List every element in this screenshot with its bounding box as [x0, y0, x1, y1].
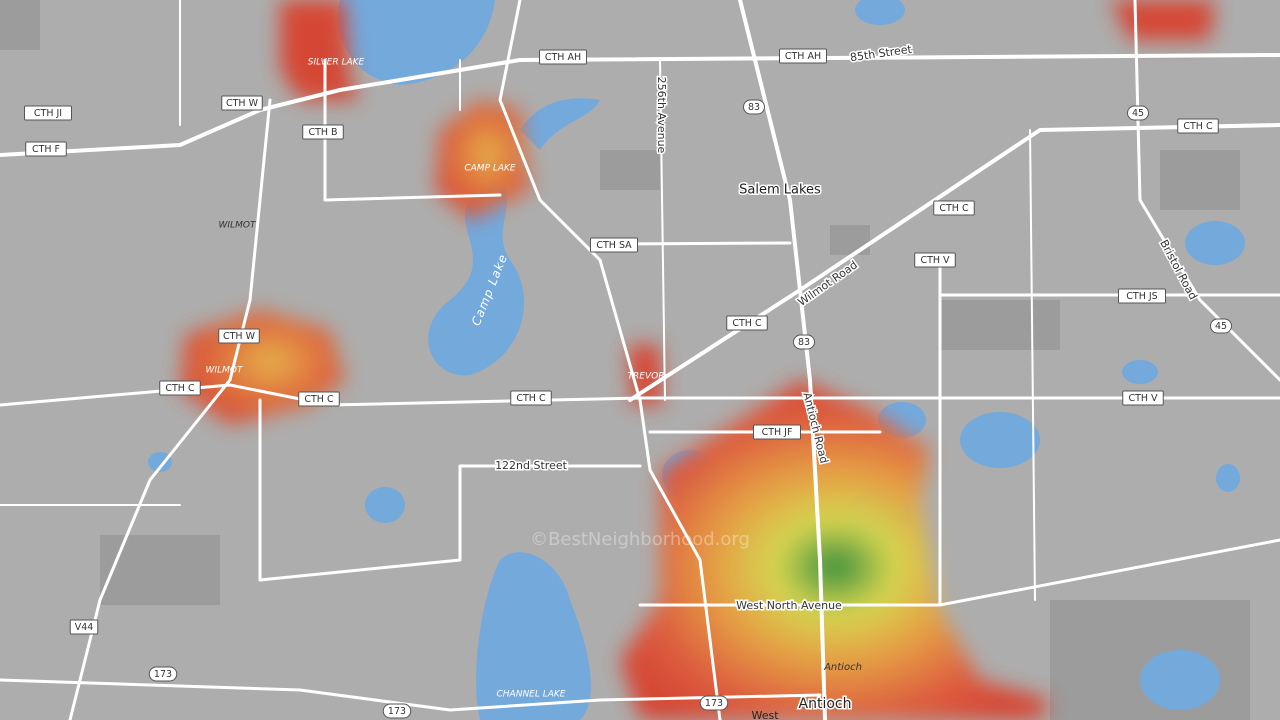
road-shield: [793, 334, 815, 350]
shield-label: CTH C: [165, 383, 195, 394]
road-shield: [726, 315, 768, 331]
road-shield: [159, 380, 201, 396]
road-name: 122nd Street: [495, 459, 568, 472]
shield-label: CTH W: [223, 331, 256, 342]
road-shield: [590, 237, 638, 253]
road-name: 256th Avenue: [655, 77, 668, 154]
road-shield: [539, 49, 587, 65]
road-shield: [221, 95, 263, 111]
road-name: West North Avenue: [736, 599, 842, 612]
road-shield: [753, 424, 801, 440]
place-label: TREVOR: [628, 372, 665, 382]
road-shield: [1127, 105, 1149, 121]
road-shield: [1122, 390, 1164, 406]
road-shield: [933, 200, 975, 216]
road-shield: [743, 99, 765, 115]
shield-label: CTH AH: [785, 51, 821, 62]
road-shield: [302, 124, 344, 140]
shield-label: CTH F: [32, 144, 60, 155]
shield-label: 173: [154, 669, 172, 680]
road-shield: [24, 105, 72, 121]
shield-label: CTH B: [308, 127, 337, 138]
road-name: 85th Street: [849, 43, 913, 65]
shield-label: 83: [798, 337, 810, 348]
shield-label: 173: [388, 706, 406, 717]
place-label: WILMOT: [206, 366, 244, 376]
road-shield: [382, 703, 412, 719]
shield-label: CTH JI: [34, 108, 62, 119]
road-shield: [218, 328, 260, 344]
road-shield: [298, 391, 340, 407]
place-label: SILVER LAKE: [308, 58, 365, 68]
road-shield: [1118, 288, 1166, 304]
shield-label: CTH V: [920, 255, 950, 266]
place-label: WILMOT: [219, 221, 257, 231]
shield-label: CTH C: [1183, 121, 1213, 132]
road-shield: [25, 141, 67, 157]
shield-label: CTH SA: [596, 240, 632, 251]
shield-label: CTH C: [732, 318, 762, 329]
road-shield: [914, 252, 956, 268]
place-label: CHANNEL LAKE: [497, 690, 566, 700]
road-shield: [1210, 318, 1232, 334]
shield-label: CTH V: [1128, 393, 1158, 404]
shield-label: CTH C: [939, 203, 969, 214]
place-label: Antioch: [823, 662, 862, 673]
road-shield: [699, 695, 729, 711]
shield-label: 83: [748, 102, 760, 113]
road-shield: [148, 666, 178, 682]
shield-label: 173: [705, 698, 723, 709]
shield-label: CTH C: [516, 393, 546, 404]
place-label: Antioch: [799, 696, 852, 712]
shield-label: V44: [75, 622, 94, 633]
road-shield: [1177, 118, 1219, 134]
place-label: Salem Lakes: [739, 183, 821, 198]
shield-label: CTH AH: [545, 52, 581, 63]
shield-label: CTH W: [226, 98, 259, 109]
shield-label: 45: [1132, 108, 1144, 119]
shield-label: 45: [1215, 321, 1227, 332]
landuse: [0, 0, 1250, 720]
road-shield: [510, 390, 552, 406]
road-shield: [779, 48, 827, 64]
road-name: Wilmot Road: [795, 258, 859, 309]
shield-label: CTH JF: [762, 427, 793, 438]
place-label: CAMP LAKE: [464, 164, 516, 174]
place-label: West: [751, 709, 779, 720]
shield-label: CTH JS: [1126, 291, 1157, 302]
shield-label: CTH C: [304, 394, 334, 405]
road-shield: [69, 619, 99, 635]
heatmap: [180, 0, 1215, 720]
watermark: ©BestNeighborhood.org: [530, 529, 750, 550]
